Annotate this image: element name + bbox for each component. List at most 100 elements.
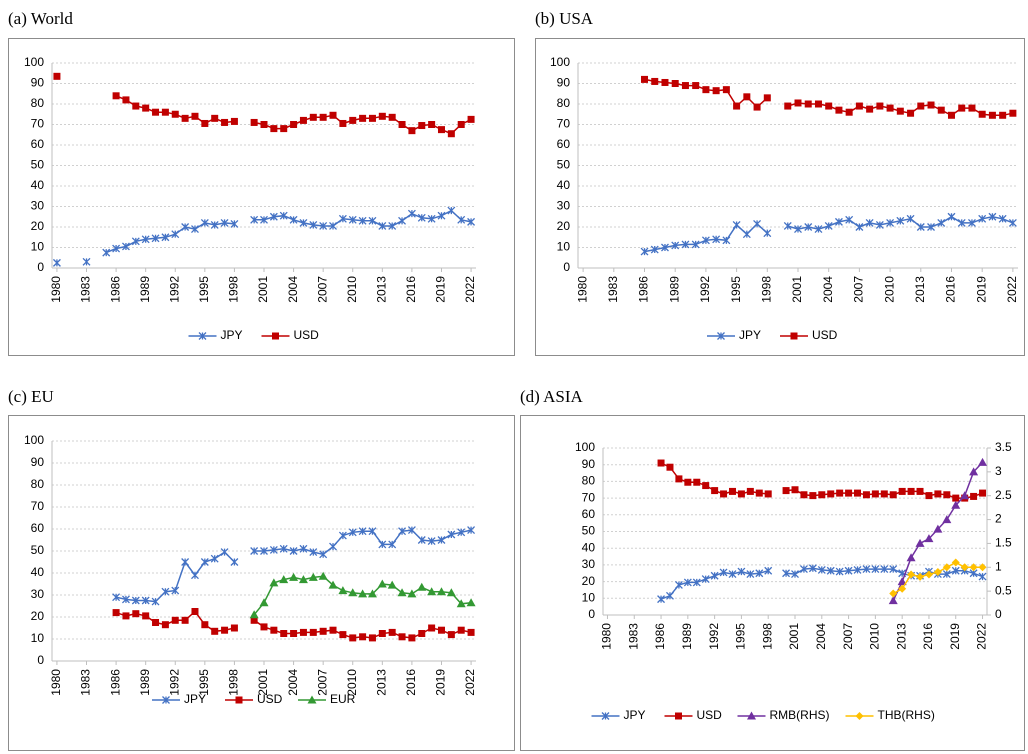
x-tick-label: 2013: [894, 623, 908, 650]
marker: [378, 112, 386, 120]
marker: [916, 223, 925, 231]
marker: [161, 233, 170, 242]
marker: [746, 570, 755, 579]
marker: [368, 216, 377, 225]
marker: [804, 223, 813, 231]
marker: [53, 72, 61, 80]
marker: [348, 588, 358, 597]
marker: [447, 530, 456, 539]
marker: [844, 566, 853, 575]
marker: [906, 214, 915, 223]
x-tick-label: 1995: [729, 276, 743, 303]
marker: [650, 245, 659, 254]
marker: [835, 106, 843, 114]
x-tick-label: 2004: [821, 276, 835, 303]
marker: [978, 563, 987, 572]
marker: [457, 121, 465, 128]
series-line: [105, 209, 472, 254]
y2-tick-label: 3: [995, 464, 1002, 478]
y-tick-label: 50: [31, 158, 45, 172]
legend-marker: [717, 332, 725, 340]
marker: [937, 106, 945, 114]
marker: [764, 566, 773, 575]
marker: [447, 130, 455, 138]
marker: [358, 216, 367, 225]
x-tick-label: 1989: [680, 623, 694, 650]
x-tick-label: 2004: [286, 276, 300, 303]
marker: [862, 491, 870, 499]
marker: [191, 608, 199, 615]
series-line: [644, 215, 1014, 253]
y2-tick-label: 2.5: [995, 488, 1012, 502]
x-tick-label: 2016: [921, 623, 935, 650]
x-tick-label: 2022: [975, 623, 989, 650]
marker: [674, 580, 683, 589]
marker: [121, 242, 130, 251]
x-tick-label: 1980: [49, 669, 63, 696]
marker: [834, 217, 843, 226]
marker: [942, 515, 952, 524]
x-tick-label: 1986: [108, 669, 122, 696]
x-tick-label: 2022: [463, 669, 477, 696]
marker: [753, 103, 761, 111]
marker: [200, 558, 209, 566]
y-tick-label: 70: [31, 117, 45, 131]
marker: [338, 214, 347, 223]
x-tick-label: 1989: [667, 276, 681, 303]
x-tick-label: 1992: [167, 669, 181, 696]
y-tick-label: 0: [37, 653, 44, 667]
y-tick-label: 100: [24, 433, 44, 447]
marker: [437, 626, 445, 634]
y-tick-label: 10: [31, 240, 45, 254]
marker: [925, 492, 933, 500]
x-tick-label: 1998: [760, 623, 774, 650]
x-tick-label: 2007: [315, 276, 329, 303]
x-tick-label: 2019: [974, 276, 988, 303]
marker: [907, 109, 915, 117]
marker: [467, 217, 476, 226]
x-tick-label: 2007: [841, 623, 855, 650]
marker: [260, 623, 268, 631]
marker: [970, 492, 978, 500]
marker: [112, 593, 121, 602]
marker: [467, 526, 476, 535]
x-tick-label: 1989: [138, 276, 152, 303]
marker: [855, 102, 863, 110]
y-tick-label: 60: [31, 521, 45, 535]
marker: [259, 598, 269, 607]
marker: [719, 568, 728, 577]
y2-tick-label: 1.5: [995, 536, 1012, 550]
marker: [457, 528, 466, 537]
marker: [640, 247, 649, 256]
marker: [269, 212, 278, 221]
marker: [728, 487, 736, 495]
x-tick-label: 1998: [759, 276, 773, 303]
marker: [947, 212, 956, 221]
marker: [171, 616, 179, 624]
y-tick-label: 100: [575, 440, 595, 454]
marker: [907, 487, 915, 495]
marker: [960, 563, 969, 572]
marker: [446, 588, 456, 597]
panel-border: [8, 415, 515, 751]
marker: [951, 566, 960, 575]
marker: [221, 118, 229, 126]
x-tick-label: 1980: [600, 623, 614, 650]
marker: [825, 102, 833, 110]
marker: [417, 213, 426, 222]
marker: [230, 624, 238, 632]
marker: [250, 215, 259, 224]
marker: [299, 544, 308, 553]
marker: [161, 587, 170, 596]
marker: [818, 491, 826, 499]
marker: [889, 565, 898, 574]
marker: [722, 86, 730, 94]
marker: [181, 558, 190, 566]
marker: [889, 491, 897, 499]
marker: [428, 624, 436, 632]
marker: [896, 216, 905, 225]
marker: [319, 113, 327, 121]
marker: [289, 547, 298, 555]
marker: [260, 121, 268, 128]
marker: [338, 586, 348, 595]
